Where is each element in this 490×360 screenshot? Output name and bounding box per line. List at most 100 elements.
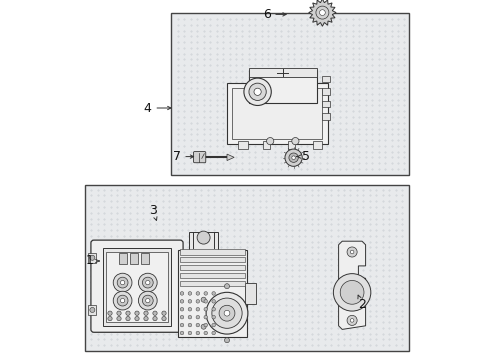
Circle shape — [135, 316, 139, 321]
Bar — [119, 253, 127, 264]
Circle shape — [249, 83, 266, 100]
Bar — [178, 250, 247, 337]
Circle shape — [153, 316, 157, 321]
Circle shape — [188, 323, 192, 327]
Circle shape — [292, 156, 295, 159]
Circle shape — [212, 300, 216, 303]
Circle shape — [292, 138, 299, 145]
Bar — [103, 248, 171, 326]
Circle shape — [90, 255, 95, 260]
Circle shape — [117, 295, 128, 306]
Circle shape — [121, 298, 125, 303]
Polygon shape — [309, 0, 336, 26]
Bar — [232, 88, 322, 139]
Circle shape — [196, 292, 199, 295]
Circle shape — [204, 331, 208, 335]
Bar — [180, 265, 245, 270]
Circle shape — [224, 338, 229, 343]
Circle shape — [196, 315, 199, 319]
Circle shape — [90, 307, 95, 312]
Circle shape — [316, 6, 329, 19]
Circle shape — [219, 305, 235, 321]
Text: 3: 3 — [149, 204, 157, 217]
Bar — [288, 141, 295, 149]
Circle shape — [180, 323, 184, 327]
Bar — [322, 76, 330, 82]
Circle shape — [108, 316, 112, 321]
Bar — [238, 141, 248, 149]
Bar — [189, 232, 218, 252]
Bar — [88, 253, 97, 263]
Circle shape — [333, 274, 371, 311]
Text: 6: 6 — [263, 8, 270, 21]
Bar — [248, 70, 317, 103]
Bar — [85, 185, 409, 351]
Circle shape — [201, 324, 206, 329]
FancyBboxPatch shape — [194, 152, 206, 163]
Bar — [322, 113, 330, 120]
Circle shape — [196, 300, 199, 303]
Circle shape — [244, 78, 271, 105]
Circle shape — [197, 231, 210, 244]
Text: 7: 7 — [172, 150, 181, 163]
Circle shape — [212, 292, 216, 295]
Circle shape — [350, 319, 354, 322]
Circle shape — [139, 291, 157, 310]
Polygon shape — [227, 154, 234, 161]
Circle shape — [144, 311, 148, 315]
Bar — [314, 141, 322, 149]
Text: 5: 5 — [302, 150, 310, 163]
Circle shape — [117, 277, 128, 288]
Circle shape — [204, 315, 208, 319]
Circle shape — [350, 250, 354, 254]
Circle shape — [188, 292, 192, 295]
Circle shape — [143, 295, 153, 306]
Circle shape — [319, 10, 325, 15]
Circle shape — [143, 277, 153, 288]
Circle shape — [188, 307, 192, 311]
Polygon shape — [339, 241, 366, 329]
Bar — [180, 281, 245, 286]
Circle shape — [188, 300, 192, 303]
Circle shape — [201, 297, 206, 302]
Circle shape — [117, 316, 121, 321]
Circle shape — [204, 292, 208, 295]
Circle shape — [289, 153, 298, 162]
Text: 1: 1 — [86, 255, 94, 267]
Circle shape — [212, 315, 216, 319]
Circle shape — [204, 323, 208, 327]
Circle shape — [162, 316, 166, 321]
Circle shape — [204, 300, 208, 303]
Bar — [248, 68, 317, 77]
FancyBboxPatch shape — [91, 240, 183, 332]
Circle shape — [153, 311, 157, 315]
Bar — [322, 88, 330, 95]
Circle shape — [224, 310, 230, 316]
Circle shape — [285, 149, 302, 166]
Bar — [141, 253, 148, 264]
Circle shape — [196, 307, 199, 311]
Bar — [322, 101, 330, 107]
Circle shape — [212, 307, 216, 311]
Circle shape — [254, 88, 261, 95]
Circle shape — [121, 280, 125, 285]
Circle shape — [126, 311, 130, 315]
Circle shape — [212, 331, 216, 335]
Circle shape — [180, 300, 184, 303]
Circle shape — [135, 311, 139, 315]
Circle shape — [347, 315, 357, 325]
Text: 2: 2 — [358, 298, 366, 311]
Bar — [130, 253, 138, 264]
Circle shape — [180, 331, 184, 335]
Circle shape — [188, 331, 192, 335]
Circle shape — [144, 316, 148, 321]
Circle shape — [212, 323, 216, 327]
Bar — [180, 249, 245, 255]
Bar — [106, 252, 168, 322]
Circle shape — [126, 316, 130, 321]
Circle shape — [188, 315, 192, 319]
Circle shape — [180, 307, 184, 311]
Text: 4: 4 — [144, 102, 152, 114]
Circle shape — [206, 292, 248, 334]
Bar — [180, 257, 245, 262]
